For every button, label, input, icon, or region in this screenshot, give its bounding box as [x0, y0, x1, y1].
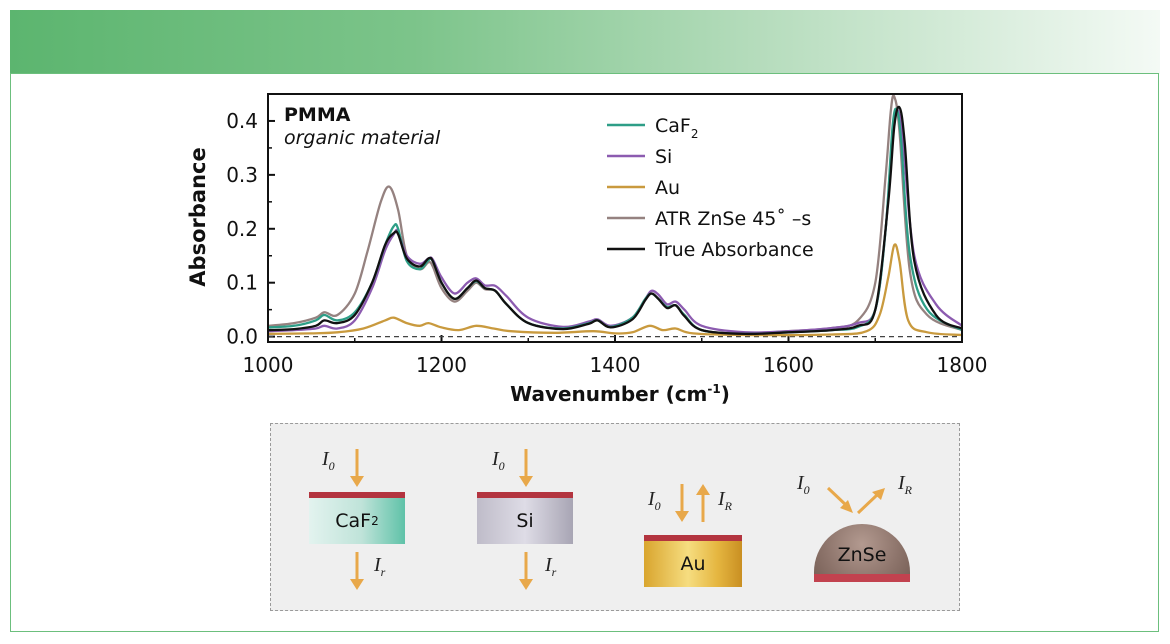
atr-beam-arrows — [826, 486, 885, 515]
caf2-substrate: CaF 2 — [309, 498, 405, 544]
au-sample-film — [644, 535, 742, 541]
incident-arrow — [350, 449, 364, 487]
au-substrate: Au — [644, 541, 742, 587]
si-substrate: Si — [477, 498, 573, 544]
x-tick-label: 1000 — [243, 353, 294, 377]
absorbance-chart: 0.0 0.1 0.2 0.3 0.4 1000 1200 1400 1600 1800 PMM… — [186, 93, 988, 406]
znse-sample-film — [814, 574, 910, 582]
chart-title: PMMA — [284, 104, 351, 126]
legend: CaF2 Si Au ATR ZnSe 45˚ –s True Absorbance — [607, 115, 814, 261]
x-tick-label: 1600 — [763, 353, 814, 377]
x-tick-label: 1400 — [590, 353, 641, 377]
header-banner — [10, 10, 1160, 74]
legend-label: CaF2 — [655, 115, 698, 141]
x-tick-label: 1800 — [937, 353, 988, 377]
x-axis-ticks: 1000 1200 1400 1600 1800 — [243, 335, 988, 377]
transmitted-arrow — [519, 552, 533, 590]
legend-label: ATR ZnSe 45˚ –s — [655, 208, 811, 230]
y-axis-ticks: 0.0 0.1 0.2 0.3 0.4 — [226, 93, 275, 349]
incident-label: I0 — [648, 488, 661, 513]
transmitted-label: Ir — [545, 554, 557, 579]
x-axis-label: Wavenumber (cm-1) — [510, 382, 730, 406]
chart-subtitle: organic material — [284, 127, 441, 149]
reflected-arrow — [696, 484, 710, 522]
incident-arrow — [519, 449, 533, 487]
series-line-au — [268, 243, 962, 337]
series-lines — [268, 94, 962, 337]
x-tick-label: 1200 — [416, 353, 467, 377]
plot-area-border — [267, 93, 963, 343]
y-tick-label: 0.3 — [226, 163, 258, 187]
si-sample-film — [477, 492, 573, 498]
incident-label: I0 — [797, 472, 810, 497]
y-tick-label: 0.4 — [226, 109, 258, 133]
legend-label: Au — [655, 177, 680, 199]
incident-label: I0 — [322, 448, 335, 473]
y-axis-label: Absorbance — [186, 147, 210, 286]
incident-label: I0 — [492, 448, 505, 473]
y-tick-label: 0.2 — [226, 217, 258, 241]
reflected-label: IR — [718, 488, 733, 513]
series-line-true-absorbance — [268, 105, 962, 336]
incident-arrow — [675, 484, 689, 522]
transmitted-label: Ir — [374, 554, 386, 579]
reflected-label: IR — [898, 472, 913, 497]
figure-frame — [10, 73, 1159, 632]
caf2-sample-film — [309, 492, 405, 498]
transmitted-arrow — [350, 552, 364, 590]
y-tick-label: 0.1 — [226, 271, 258, 295]
y-tick-label: 0.0 — [226, 325, 258, 349]
legend-label: Si — [655, 146, 672, 168]
legend-label: True Absorbance — [654, 239, 814, 261]
